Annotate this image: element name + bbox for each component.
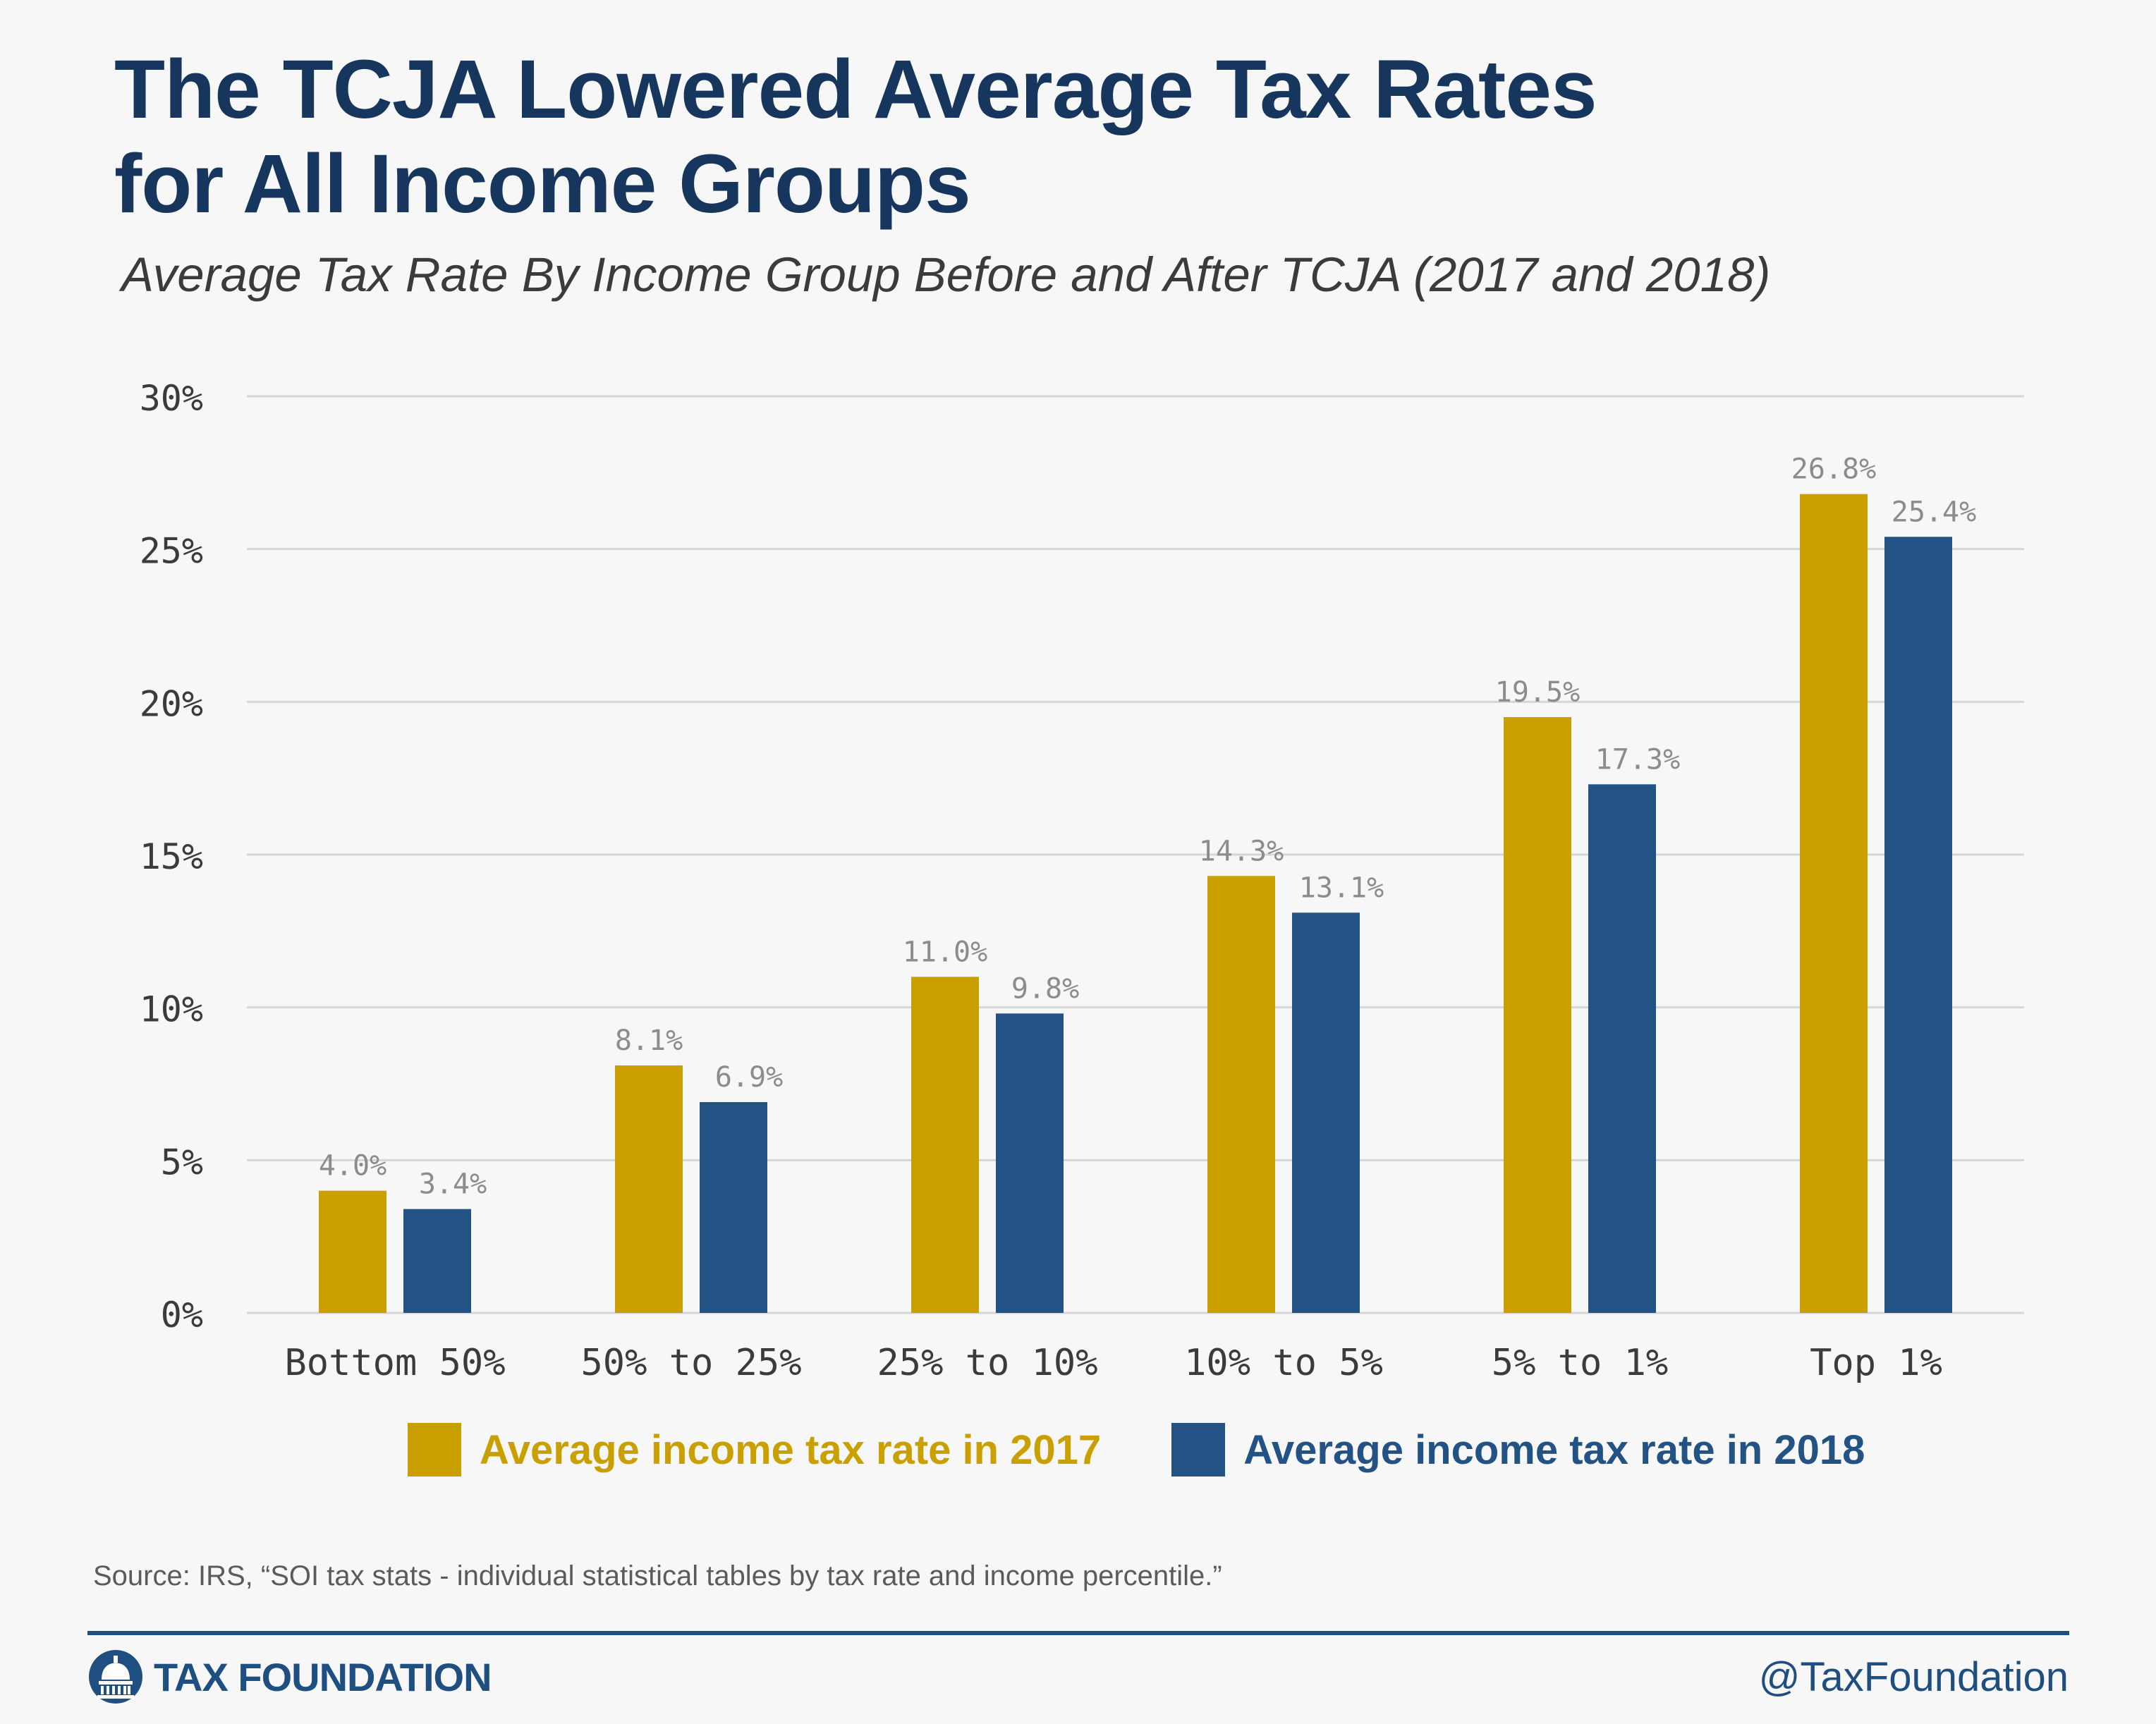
bar-2017-3 <box>1207 876 1275 1313</box>
y-axis-tick-labels: 0% 5% 10% 15% 20% 25% 30% <box>140 378 203 1335</box>
chart-title: The TCJA Lowered Average Tax Rates for A… <box>114 42 2089 231</box>
bar-data-labels: 4.0% 3.4% 8.1% 6.9% 11.0% 9.8% 14.3% 13.1% 19.5%… <box>319 453 1976 1201</box>
bar-2017-1 <box>615 1065 683 1313</box>
y-tick-label-5: 25% <box>140 531 203 572</box>
data-label-2017-3: 14.3% <box>1199 835 1284 867</box>
bar-2018-4 <box>1588 784 1656 1313</box>
x-tick-label-0: Bottom 50% <box>284 1342 505 1384</box>
y-tick-label-0: 0% <box>161 1295 203 1335</box>
capitol-dome-icon <box>89 1650 142 1704</box>
social-handle[interactable]: @TaxFoundation <box>1758 1654 2069 1700</box>
data-label-2018-5: 25.4% <box>1892 496 1976 528</box>
bar-2017-2 <box>911 977 979 1313</box>
data-label-2018-0: 3.4% <box>419 1168 487 1201</box>
legend-label-2017: Average income tax rate in 2017 <box>480 1426 1102 1473</box>
bar-2018-0 <box>403 1209 471 1313</box>
x-tick-label-4: 5% to 1% <box>1492 1342 1668 1384</box>
chart-subtitle: Average Tax Rate By Income Group Before … <box>121 247 1771 302</box>
brand-name: TAX FOUNDATION <box>154 1654 492 1699</box>
chart-title-line-2: for All Income Groups <box>114 137 971 231</box>
bar-2017-0 <box>319 1190 386 1313</box>
data-label-2017-5: 26.8% <box>1791 453 1876 486</box>
footer-divider <box>87 1631 2069 1635</box>
data-label-2018-2: 9.8% <box>1011 972 1079 1005</box>
source-note: Source: IRS, “SOI tax stats - individual… <box>93 1560 1222 1591</box>
y-tick-label-2: 10% <box>140 989 203 1030</box>
tax-foundation-logo: TAX FOUNDATION <box>87 1649 492 1705</box>
y-tick-label-6: 30% <box>140 378 203 419</box>
data-label-2017-4: 19.5% <box>1495 676 1580 709</box>
legend-item-2018: Average income tax rate in 2018 <box>1171 1423 1865 1477</box>
chart-title-line-1: The TCJA Lowered Average Tax Rates <box>114 43 1597 136</box>
legend: Average income tax rate in 2017 Average … <box>408 1423 1935 1477</box>
x-tick-label-1: 50% to 25% <box>580 1342 801 1384</box>
x-tick-label-2: 25% to 10% <box>877 1342 1097 1384</box>
x-tick-label-3: 10% to 5% <box>1184 1342 1383 1384</box>
gridlines <box>247 395 2024 1314</box>
bar-2018-1 <box>700 1102 767 1313</box>
bar-2018-2 <box>996 1013 1064 1313</box>
legend-item-2017: Average income tax rate in 2017 <box>408 1423 1101 1477</box>
data-label-2017-2: 11.0% <box>903 936 987 968</box>
x-axis-category-labels: Bottom 50% 50% to 25% 25% to 10% 10% to 5% 5… <box>284 1342 1942 1384</box>
bar-chart: 0% 5% 10% 15% 20% 25% 30% 4.0% 3.4% 8.1% 6.9% 11.0… <box>140 378 2024 1384</box>
data-label-2018-1: 6.9% <box>715 1061 783 1094</box>
bar-2017-4 <box>1504 717 1571 1313</box>
bar-2017-5 <box>1800 494 1868 1313</box>
bars <box>319 494 1952 1314</box>
legend-swatch-2017 <box>408 1423 461 1477</box>
legend-swatch-2018 <box>1171 1423 1226 1477</box>
data-label-2017-0: 4.0% <box>319 1150 386 1182</box>
x-tick-label-5: Top 1% <box>1810 1342 1942 1384</box>
y-tick-label-4: 20% <box>140 683 203 724</box>
data-label-2017-1: 8.1% <box>615 1025 683 1057</box>
bar-2018-5 <box>1884 537 1952 1314</box>
y-tick-label-3: 15% <box>140 836 203 877</box>
data-label-2018-4: 17.3% <box>1595 743 1680 776</box>
bar-2018-3 <box>1292 912 1360 1313</box>
data-label-2018-3: 13.1% <box>1299 872 1384 904</box>
y-tick-label-1: 5% <box>161 1142 203 1182</box>
legend-label-2018: Average income tax rate in 2018 <box>1243 1426 1865 1473</box>
